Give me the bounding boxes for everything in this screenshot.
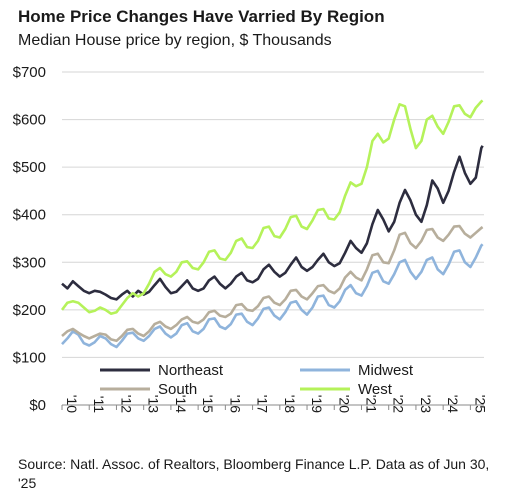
x-tick-label: '18 <box>282 395 298 413</box>
legend-label-west: West <box>358 381 393 398</box>
y-tick-label: $100 <box>13 349 46 366</box>
x-tick-label: '21 <box>363 395 379 413</box>
x-tick-label: '15 <box>200 395 216 413</box>
legend-label-northeast: Northeast <box>158 362 224 379</box>
y-tick-label: $600 <box>13 112 46 129</box>
x-tick-label: '23 <box>418 395 434 413</box>
x-tick-label: '10 <box>64 395 80 413</box>
grid <box>62 71 484 406</box>
x-axis: '10 '11 '12 '13 '14 '15 '16 '17 '18 '19 '20 '21 '22 '… <box>61 395 488 413</box>
legend-label-midwest: Midwest <box>358 362 414 379</box>
y-axis: $0 $100 $200 $300 $400 $500 $600 $700 <box>13 64 46 414</box>
series-lines <box>60 99 484 349</box>
x-tick-label: '16 <box>227 395 243 413</box>
legend: Northeast Midwest South West <box>100 362 414 398</box>
y-tick-label: $500 <box>13 159 46 176</box>
x-tick-label: '12 <box>118 395 134 413</box>
x-tick-label: '13 <box>146 395 162 413</box>
y-tick-label: $300 <box>13 254 46 271</box>
x-tick-label: '14 <box>173 395 189 413</box>
x-tick-label: '20 <box>336 395 352 413</box>
series-line-midwest <box>61 243 484 349</box>
y-tick-label: $400 <box>13 207 46 224</box>
y-tick-label: $700 <box>13 64 46 81</box>
legend-label-south: South <box>158 381 197 398</box>
x-tick-label: '19 <box>309 395 325 413</box>
x-tick-label: '24 <box>445 395 461 413</box>
chart-subtitle: Median House price by region, $ Thousand… <box>18 32 332 49</box>
series-line-south <box>61 224 484 343</box>
x-tick-label: '11 <box>91 396 107 413</box>
y-tick-label: $200 <box>13 302 46 319</box>
y-tick-label: $0 <box>29 397 46 414</box>
source-note: Source: Natl. Assoc. of Realtors, Bloomb… <box>18 456 490 491</box>
chart-title: Home Price Changes Have Varried By Regio… <box>18 7 385 26</box>
line-chart: $0 $100 $200 $300 $400 $500 $600 $700 '10 '11 '12… <box>13 64 489 414</box>
x-tick-label: '25 <box>472 395 488 413</box>
series-line-west <box>60 99 484 315</box>
series-line-northeast <box>61 145 484 301</box>
x-tick-label: '17 <box>255 395 271 413</box>
x-tick-label: '22 <box>391 395 407 413</box>
